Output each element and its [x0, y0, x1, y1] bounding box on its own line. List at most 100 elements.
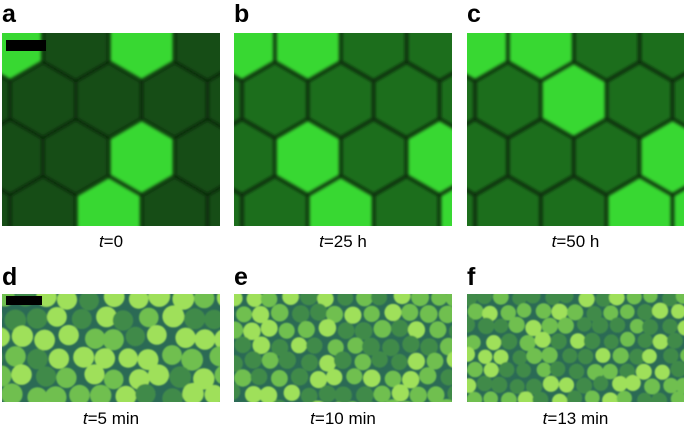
droplet [652, 302, 669, 319]
droplet [567, 390, 583, 402]
droplet [363, 305, 380, 322]
bright-cell [509, 33, 572, 79]
droplet [103, 369, 124, 390]
droplet [44, 386, 67, 402]
dark-cell [509, 121, 572, 193]
droplet [562, 348, 578, 364]
droplet [326, 369, 343, 386]
droplet [246, 294, 263, 307]
droplet [300, 294, 318, 306]
droplet [371, 294, 388, 306]
dark-cell [11, 178, 75, 226]
droplet [347, 337, 364, 354]
dark-cell [575, 33, 638, 79]
dark-cell [674, 76, 684, 124]
droplet [419, 367, 437, 385]
dark-cell [234, 78, 241, 122]
droplet [236, 306, 252, 323]
droplet [362, 337, 380, 356]
droplet [172, 294, 195, 310]
caption-b-value: =25 h [323, 232, 367, 251]
dark-cell [476, 64, 540, 136]
bright-cell [467, 33, 507, 79]
droplet [148, 294, 171, 307]
droplet [356, 386, 374, 402]
droplet [261, 352, 279, 369]
droplet [244, 351, 262, 369]
droplet [516, 303, 532, 318]
droplet [525, 319, 542, 337]
droplet [663, 348, 679, 364]
droplet [234, 336, 252, 354]
caption-f: t=13 min [467, 409, 684, 429]
droplet [169, 366, 192, 388]
droplet [577, 317, 592, 332]
droplet [541, 347, 558, 364]
droplet [467, 391, 483, 402]
droplet [5, 346, 26, 367]
dark-cell [234, 121, 274, 193]
droplet [652, 333, 669, 350]
droplet [271, 370, 288, 387]
dark-cell [176, 121, 220, 193]
droplet [193, 368, 215, 390]
droplet [612, 347, 629, 364]
droplet [310, 303, 328, 321]
droplet [558, 294, 574, 304]
droplet [318, 385, 336, 402]
droplet [550, 333, 567, 350]
droplet [209, 346, 220, 367]
bright-cell [276, 121, 339, 193]
bright-cell [110, 33, 173, 79]
droplet [492, 294, 509, 305]
droplet [532, 391, 549, 402]
caption-c-value: =50 h [556, 232, 600, 251]
droplet [576, 377, 593, 394]
droplet [317, 294, 334, 308]
droplet [552, 393, 568, 402]
droplet [11, 325, 34, 347]
droplet [478, 349, 493, 364]
droplet [612, 376, 628, 392]
droplet [501, 392, 517, 402]
droplet [525, 294, 541, 304]
droplet [447, 385, 452, 402]
droplet [391, 384, 410, 402]
droplet [620, 331, 636, 347]
droplet [71, 309, 92, 329]
caption-a-variable: t [98, 232, 104, 251]
droplet [637, 392, 652, 402]
droplet [438, 305, 452, 324]
droplet [402, 371, 420, 389]
caption-e-value: =10 min [314, 409, 376, 428]
caption-f-variable: t [542, 409, 548, 428]
droplet [467, 378, 477, 393]
droplet [135, 384, 156, 402]
droplet [675, 294, 684, 304]
droplet [629, 348, 646, 365]
dark-cell [44, 121, 107, 193]
droplet [427, 386, 445, 402]
droplet [204, 384, 220, 402]
droplet [234, 369, 252, 387]
droplet [96, 306, 117, 328]
droplet [252, 306, 270, 324]
droplet [181, 348, 204, 371]
bright-cell [608, 178, 671, 226]
dark-cell [2, 78, 9, 122]
panel-letter-c: c [467, 0, 481, 28]
droplet [282, 294, 299, 305]
droplet [58, 324, 79, 346]
droplet [411, 294, 430, 307]
droplet [278, 322, 295, 339]
droplet [194, 329, 216, 350]
panel-letter-a: a [2, 0, 16, 28]
droplet [162, 388, 183, 402]
droplet [234, 383, 241, 400]
droplet [637, 304, 654, 321]
droplet [234, 355, 243, 372]
droplet [363, 369, 381, 388]
droplet [313, 400, 323, 402]
droplet [557, 317, 574, 334]
droplet [94, 348, 116, 369]
